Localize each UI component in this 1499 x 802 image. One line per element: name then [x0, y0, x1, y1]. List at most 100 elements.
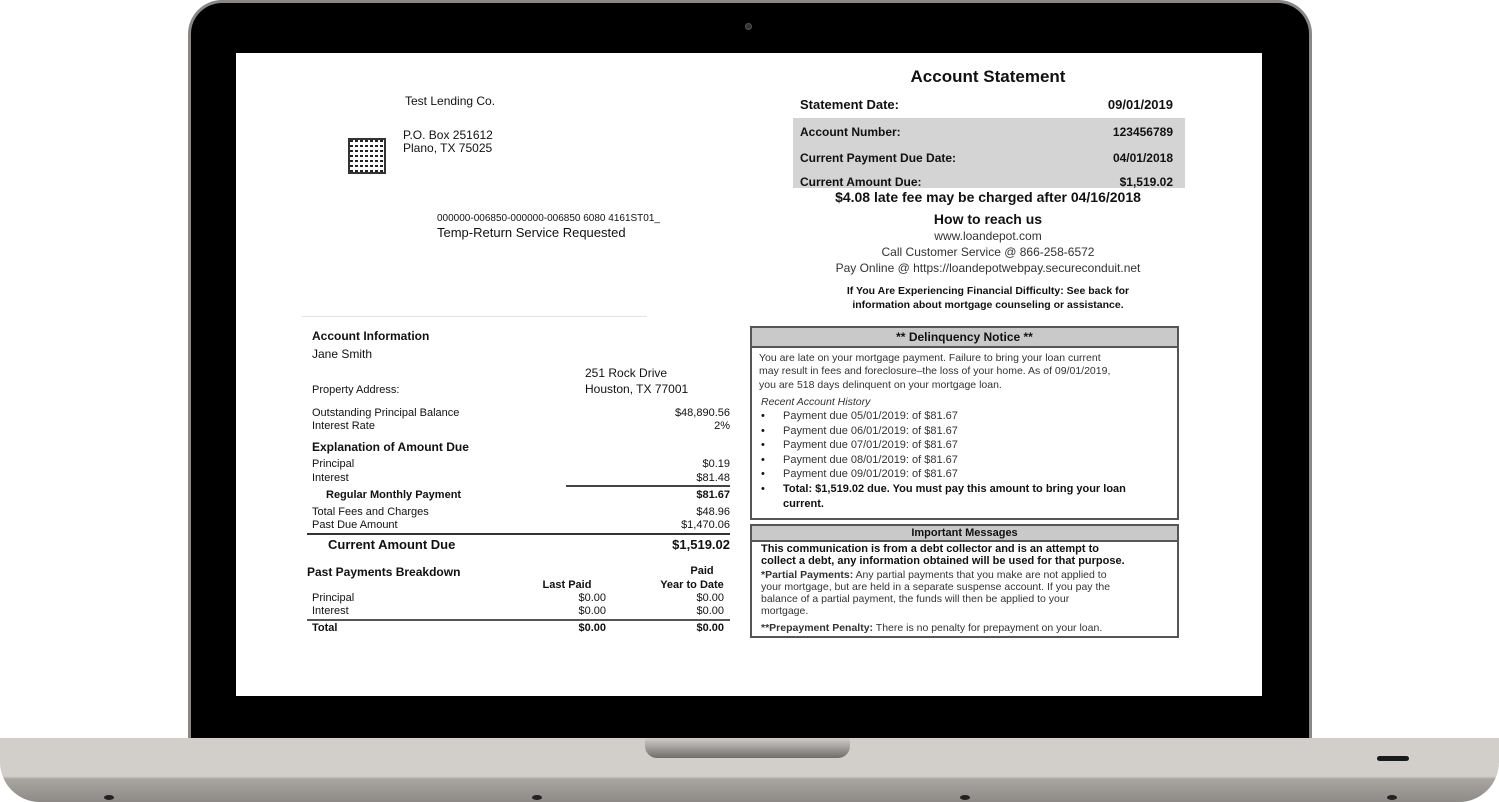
principal-label: Principal: [312, 458, 355, 470]
lender-name: Test Lending Co.: [405, 94, 496, 108]
laptop-foot: [532, 795, 542, 800]
divider: [307, 533, 730, 535]
property-line-2: Houston, TX 77001: [585, 382, 689, 396]
past-due-label: Past Due Amount: [312, 519, 398, 531]
late-fee-notice: $4.08 late fee may be charged after 04/1…: [835, 189, 1141, 205]
statement-date-value: 09/01/2019: [1107, 97, 1173, 112]
history-title: Recent Account History: [761, 396, 871, 408]
due-date-value: 04/01/2018: [1112, 151, 1173, 165]
difficulty-text-2: information about mortgage counseling or…: [852, 299, 1124, 311]
partial-line-3: balance of a partial payment, the funds …: [761, 593, 1070, 605]
partial-text: Any partial payments that you make are n…: [853, 569, 1107, 581]
regular-payment-label: Regular Monthly Payment: [326, 489, 462, 501]
account-number-label: Account Number:: [800, 125, 901, 139]
laptop-opening-notch: [645, 738, 850, 758]
list-item: Payment due 09/01/2019: of $81.67: [783, 468, 958, 480]
list-item: •: [761, 424, 765, 437]
balance-value: $48,890.56: [674, 407, 730, 419]
service-text: Temp-Return Service Requested: [437, 225, 626, 240]
past-payments-title: Past Payments Breakdown: [307, 565, 461, 579]
past-due-value: $1,470.06: [681, 519, 730, 531]
delinquency-line-3: you are 518 days delinquent on your mort…: [759, 379, 1002, 391]
status-light-icon: [1377, 756, 1409, 761]
list-item: Payment due 07/01/2019: of $81.67: [783, 439, 958, 451]
fees-label: Total Fees and Charges: [312, 506, 429, 518]
partial-line-4: mortgage.: [761, 605, 809, 617]
website-link[interactable]: www.loandepot.com: [934, 229, 1042, 243]
past-total-last: $0.00: [578, 622, 606, 634]
list-item: •: [761, 453, 765, 466]
past-principal-ytd: $0.00: [696, 592, 724, 604]
interest-label: Interest: [312, 472, 349, 484]
lender-address-2: Plano, TX 75025: [403, 141, 493, 155]
statement-title: Account Statement: [910, 67, 1066, 86]
laptop-foot: [1387, 795, 1397, 800]
list-item: Payment due 05/01/2019: of $81.67: [783, 410, 958, 422]
delinquency-title: ** Delinquency Notice **: [752, 328, 1177, 348]
property-label: Property Address:: [312, 384, 400, 396]
debt-notice-2: collect a debt, any information obtained…: [761, 555, 1125, 567]
important-messages: Important Messages This communication is…: [750, 524, 1179, 638]
list-item: •: [761, 439, 765, 451]
past-interest-last: $0.00: [578, 605, 606, 617]
principal-value: $0.19: [702, 458, 730, 470]
explanation-title: Explanation of Amount Due: [312, 440, 469, 454]
lender-address-1: P.O. Box 251612: [403, 128, 493, 142]
statement-date-label: Statement Date:: [800, 97, 899, 112]
list-item: Payment due 08/01/2019: of $81.67: [783, 453, 958, 466]
partial-label: *Partial Payments:: [761, 569, 854, 581]
pay-online-link[interactable]: Pay Online @ https://loandepotwebpay.sec…: [835, 261, 1141, 275]
total-due-line-1: Total: $1,519.02 due. You must pay this …: [783, 483, 1126, 495]
amount-due-label: Current Amount Due:: [800, 175, 922, 189]
rate-label: Interest Rate: [312, 420, 375, 432]
camera-icon: [745, 23, 752, 30]
fees-value: $48.96: [696, 506, 730, 518]
due-date-label: Current Payment Due Date:: [800, 151, 957, 165]
borrower-name: Jane Smith: [312, 347, 373, 361]
past-principal-label: Principal: [312, 592, 355, 604]
debt-notice-1: This communication is from a debt collec…: [761, 543, 1099, 555]
list-item: Payment due 06/01/2019: of $81.67: [783, 424, 958, 437]
delinquency-notice: ** Delinquency Notice ** You are late on…: [750, 326, 1179, 520]
partial-line-1: *Partial Payments: Any partial payments …: [761, 570, 1107, 581]
laptop-foot: [960, 795, 970, 800]
divider: [566, 485, 730, 487]
past-principal-last: $0.00: [578, 592, 606, 604]
divider: [307, 619, 730, 621]
difficulty-text-1: If You Are Experiencing Financial Diffic…: [846, 285, 1130, 297]
list-item: •: [761, 468, 765, 480]
last-paid-header: Last Paid: [542, 579, 592, 591]
past-total-label: Total: [312, 622, 338, 634]
prepay-text: There is no penalty for prepayment on yo…: [873, 622, 1103, 634]
total-due-line-2: current.: [783, 498, 824, 510]
prepayment-line: **Prepayment Penalty: There is no penalt…: [761, 622, 1102, 635]
prepay-label: **Prepayment Penalty:: [761, 622, 874, 634]
contact-title: How to reach us: [933, 211, 1043, 227]
messages-title: Important Messages: [752, 526, 1177, 542]
interest-value: $81.48: [696, 472, 730, 484]
paid-header: Paid: [690, 565, 714, 577]
ytd-header: Year to Date: [660, 579, 724, 591]
current-due-value: $1,519.02: [672, 537, 730, 552]
property-line-1: 251 Rock Drive: [585, 366, 668, 380]
statement-document: Test Lending Co. P.O. Box 251612 Plano, …: [236, 53, 1262, 696]
rate-value: 2%: [714, 420, 730, 432]
account-summary-box: Account Number: 123456789 Current Paymen…: [793, 118, 1185, 188]
laptop-foot: [104, 795, 114, 800]
phone-text: Call Customer Service @ 866-258-6572: [881, 245, 1095, 259]
partial-line-2: your mortgage, but are held in a separat…: [761, 581, 1111, 593]
account-info-title: Account Information: [312, 329, 430, 343]
past-interest-label: Interest: [312, 605, 349, 617]
list-item: •: [761, 483, 765, 495]
past-total-ytd: $0.00: [696, 622, 724, 634]
current-due-label: Current Amount Due: [328, 537, 456, 552]
qr-code-icon: [348, 138, 386, 174]
balance-label: Outstanding Principal Balance: [312, 407, 460, 419]
account-number-value: 123456789: [1112, 125, 1173, 139]
delinquency-line-1: You are late on your mortgage payment. F…: [759, 352, 1101, 364]
regular-payment-value: $81.67: [696, 489, 730, 501]
divider: [302, 316, 647, 317]
amount-due-value: $1,519.02: [1119, 175, 1173, 189]
mail-code: 000000-006850-000000-006850 6080 4161ST0…: [437, 213, 660, 224]
past-interest-ytd: $0.00: [696, 605, 724, 617]
